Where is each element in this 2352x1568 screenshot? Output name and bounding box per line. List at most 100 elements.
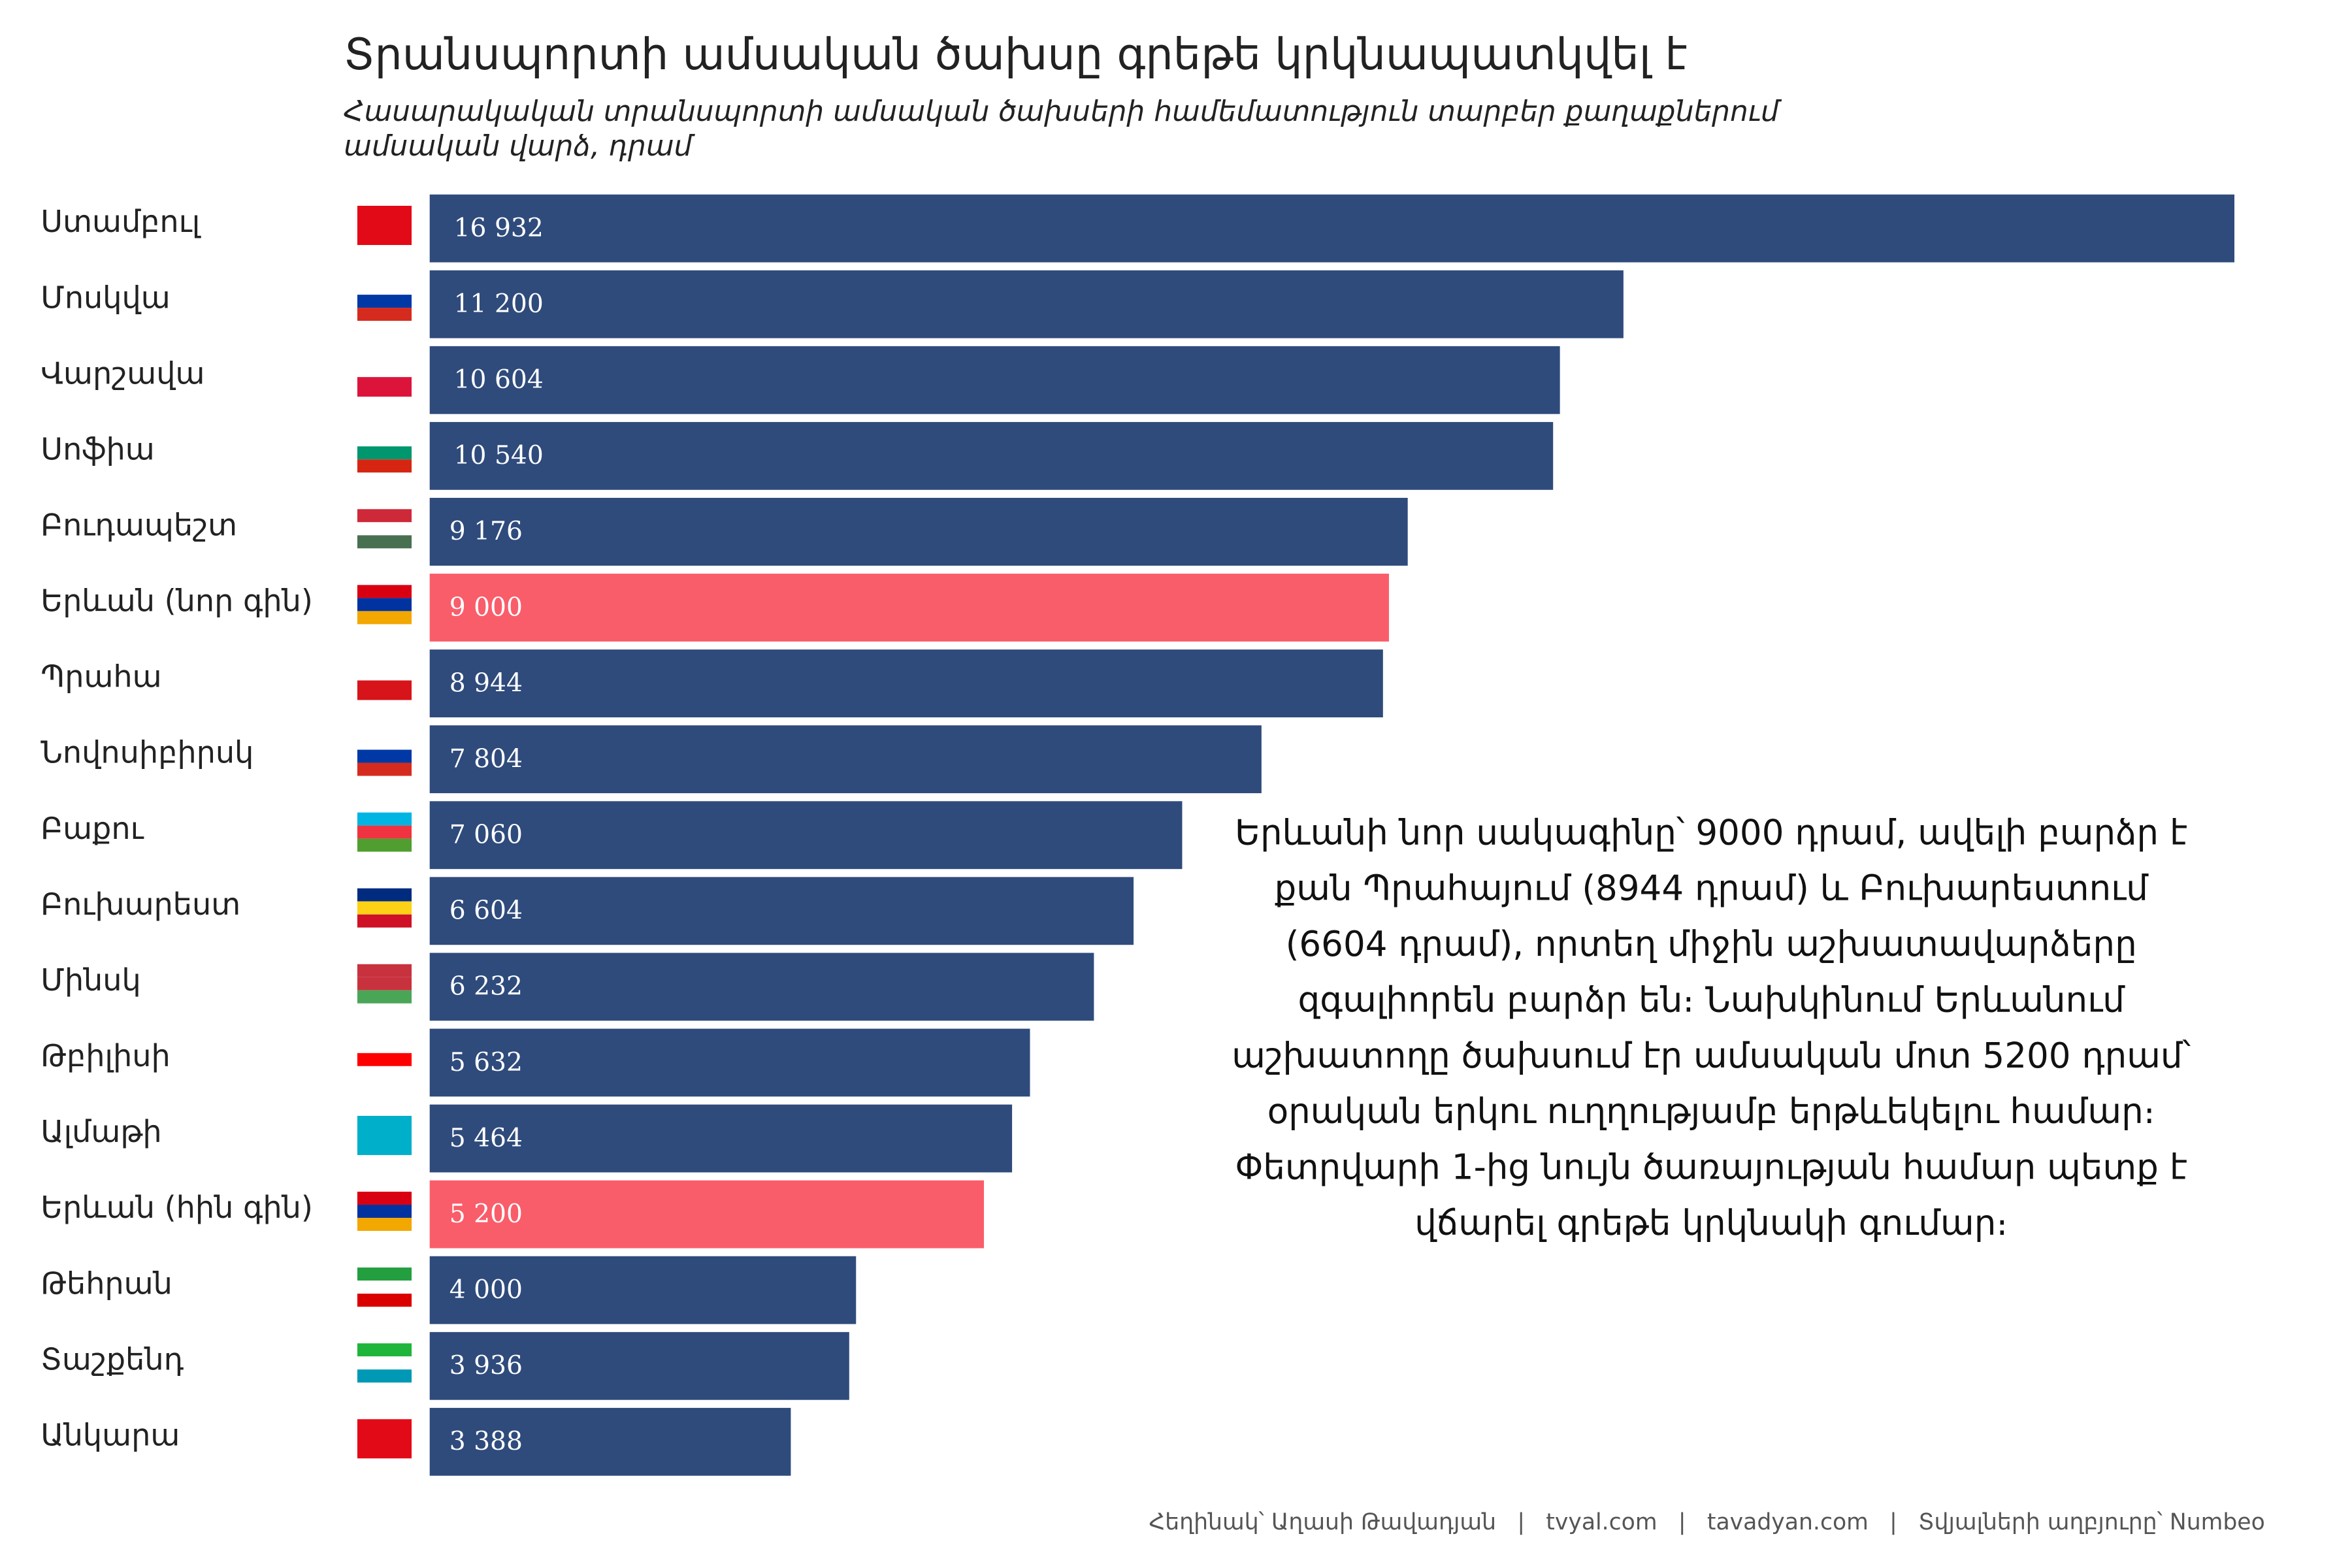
category-label: Տաշքենդ <box>41 1341 184 1377</box>
category-label: Սոֆիա <box>41 431 154 466</box>
flag-stripe <box>357 838 412 852</box>
footer-text: | <box>1517 1509 1525 1535</box>
flag-stripe <box>357 1039 412 1053</box>
value-label: 9 176 <box>449 517 523 546</box>
flag-stripe <box>357 1343 412 1357</box>
value-label: 6 604 <box>449 896 523 926</box>
value-label: 11 200 <box>454 289 544 319</box>
flag-stripe <box>357 377 412 397</box>
flag-stripe <box>357 598 412 612</box>
category-label: Վարշավա <box>41 355 204 391</box>
category-label: Ալմաթի <box>41 1114 161 1149</box>
flag-stripe <box>357 282 412 295</box>
value-label: 10 604 <box>454 365 544 395</box>
flag-stripe <box>357 888 412 902</box>
flag-stripe <box>357 914 412 928</box>
flag-stripe <box>357 295 412 308</box>
category-label: Մինսկ <box>41 962 141 998</box>
flag-stripe <box>357 1267 412 1281</box>
bar <box>429 574 1389 642</box>
value-label: 3 388 <box>449 1427 523 1456</box>
category-label: Ստամբուլ <box>41 204 201 239</box>
flag-stripe <box>357 680 412 700</box>
flag-stripe <box>357 535 412 549</box>
value-label: 9 000 <box>449 593 523 622</box>
category-label: Երևան (նոր գին) <box>41 583 313 619</box>
footer-text: | <box>1678 1509 1686 1535</box>
footer-text: Հեղինակ՝ Աղասի Թավադյան <box>1149 1509 1496 1535</box>
flag-stripe <box>357 446 412 460</box>
bar <box>429 270 1624 338</box>
category-label: Թեհրան <box>41 1266 172 1301</box>
flag-stripe <box>357 990 412 1004</box>
flag-stripe <box>357 1192 412 1205</box>
flag-stripe <box>357 1115 412 1155</box>
footer-text: tvyal.com <box>1546 1509 1657 1535</box>
category-label: Անկարա <box>41 1417 180 1452</box>
category-label: Բուդապեշտ <box>41 508 237 543</box>
flag-stripe <box>357 1419 412 1459</box>
value-label: 4 000 <box>449 1275 523 1305</box>
flag-stripe <box>357 1369 412 1383</box>
flag-stripe <box>357 522 412 536</box>
bar <box>429 498 1408 566</box>
category-label: Երևան (հին գին) <box>41 1190 313 1225</box>
bar <box>429 346 1560 414</box>
bar <box>429 801 1183 870</box>
bar <box>429 194 2234 263</box>
value-label: 6 232 <box>449 972 523 1002</box>
flag-stripe <box>357 206 412 245</box>
value-label: 16 932 <box>454 214 544 243</box>
value-label: 7 060 <box>449 821 523 850</box>
flag-stripe <box>357 433 412 447</box>
flag-stripe <box>357 964 412 977</box>
flag-stripe <box>357 661 412 681</box>
category-label: Բուխարեստ <box>41 887 240 922</box>
flag-stripe <box>357 1205 412 1218</box>
category-label: Մոսկվա <box>41 280 170 315</box>
bar <box>429 1104 1013 1173</box>
flag-stripe <box>357 1066 412 1079</box>
flag-stripe <box>357 357 412 378</box>
flag-stripe <box>357 1281 412 1294</box>
bar <box>429 877 1134 945</box>
chart-subtitle: Հասարակական տրանսպորտի ամսական ծախսերի հ… <box>344 95 1782 128</box>
flag-stripe <box>357 736 412 750</box>
flag-stripe <box>357 459 412 473</box>
category-label: Նովոսիբիրսկ <box>41 735 253 770</box>
bar <box>429 421 1554 490</box>
flag-stripe <box>357 1218 412 1231</box>
bar <box>429 725 1262 794</box>
value-label: 10 540 <box>454 441 544 470</box>
category-label: Բաքու <box>41 811 144 846</box>
flag-stripe <box>357 585 412 598</box>
chart-title: Տրանսպորտի ամսական ծախսը գրեթե կրկնապատկ… <box>344 29 1688 80</box>
flag-stripe <box>357 977 412 990</box>
flag-stripe <box>357 749 412 763</box>
footer-text: tavadyan.com <box>1707 1509 1869 1535</box>
value-label: 7 804 <box>449 744 523 774</box>
flag-stripe <box>357 1294 412 1307</box>
bar <box>429 1407 791 1476</box>
flag-stripe <box>357 1356 412 1370</box>
flag-stripe <box>357 611 412 625</box>
value-label: 3 936 <box>449 1351 523 1380</box>
bar <box>429 1028 1030 1097</box>
annotation-box: Երևանի նոր սակագինը՝ 9000 դրամ, ավելի բա… <box>1232 814 2191 1244</box>
flag-stripe <box>357 901 412 915</box>
flag-stripe <box>357 812 412 826</box>
value-label: 5 464 <box>449 1124 523 1153</box>
unit-note: ամսական վարձ, դրամ <box>344 129 695 163</box>
bar <box>429 953 1094 1021</box>
flag-stripe <box>357 825 412 839</box>
footer-text: Տվյալների աղբյուրը՝ Numbeo <box>1918 1509 2265 1535</box>
flag-stripe <box>357 762 412 776</box>
bar <box>429 1331 849 1400</box>
value-label: 5 200 <box>449 1200 523 1229</box>
annotation: Երևանի նոր սակագինը՝ 9000 դրամ, ավելի բա… <box>1232 814 2191 1244</box>
bar <box>429 1180 985 1249</box>
category-label: Թբիլիսի <box>41 1038 170 1073</box>
value-label: 5 632 <box>449 1048 523 1077</box>
bar <box>429 1256 857 1324</box>
